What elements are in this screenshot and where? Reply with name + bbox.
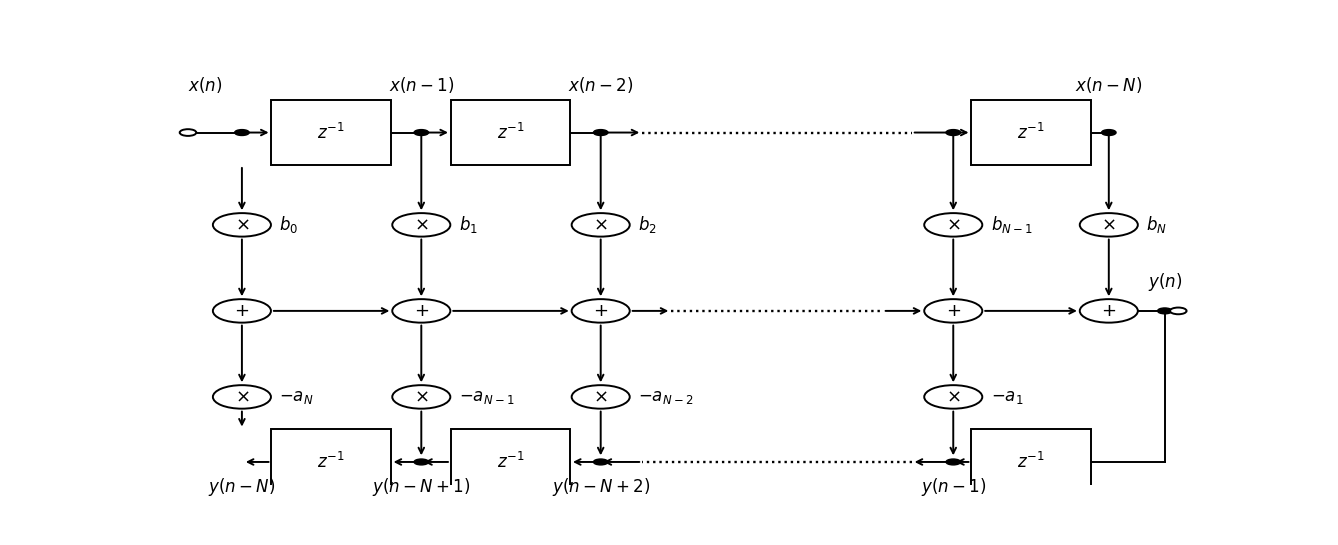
Text: $+$: $+$ [413, 302, 429, 320]
Text: $z^{-1}$: $z^{-1}$ [1017, 452, 1045, 472]
Text: $-a_1$: $-a_1$ [990, 388, 1024, 406]
Circle shape [1080, 299, 1137, 323]
Text: $z^{-1}$: $z^{-1}$ [317, 123, 345, 143]
Circle shape [179, 129, 197, 136]
Circle shape [392, 213, 451, 237]
Text: $\times$: $\times$ [946, 388, 961, 406]
Circle shape [946, 459, 961, 465]
Circle shape [213, 299, 270, 323]
Text: $\times$: $\times$ [946, 216, 961, 234]
Bar [451, 429, 570, 494]
Text: $b_1$: $b_1$ [459, 214, 478, 235]
Text: $b_2$: $b_2$ [638, 214, 657, 235]
Text: $+$: $+$ [1101, 302, 1116, 320]
Text: $\times$: $\times$ [234, 388, 249, 406]
Circle shape [413, 130, 428, 136]
Text: $x(n-1)$: $x(n-1)$ [388, 75, 454, 95]
Text: $b_{N-1}$: $b_{N-1}$ [990, 214, 1033, 235]
Bar [971, 100, 1090, 165]
Circle shape [594, 459, 607, 465]
Circle shape [213, 385, 270, 409]
Text: $\times$: $\times$ [413, 388, 428, 406]
Text: $+$: $+$ [234, 302, 249, 320]
Text: $-a_{N-2}$: $-a_{N-2}$ [638, 388, 693, 406]
Text: $z^{-1}$: $z^{-1}$ [1017, 123, 1045, 143]
Circle shape [594, 130, 607, 136]
Text: $\times$: $\times$ [234, 216, 249, 234]
Circle shape [213, 213, 270, 237]
Text: $x(n-N)$: $x(n-N)$ [1076, 75, 1143, 95]
Text: $y(n-1)$: $y(n-1)$ [921, 476, 986, 498]
Circle shape [925, 213, 982, 237]
Circle shape [571, 299, 630, 323]
Text: $\times$: $\times$ [593, 216, 607, 234]
Circle shape [571, 385, 630, 409]
Text: $+$: $+$ [593, 302, 609, 320]
Text: $x(n)$: $x(n)$ [187, 75, 222, 95]
Text: $b_0$: $b_0$ [280, 214, 298, 235]
Text: $b_N$: $b_N$ [1147, 214, 1167, 235]
Text: $z^{-1}$: $z^{-1}$ [317, 452, 345, 472]
Text: $x(n-2)$: $x(n-2)$ [569, 75, 633, 95]
Circle shape [1080, 213, 1137, 237]
Text: $y(n-N+1)$: $y(n-N+1)$ [372, 476, 471, 498]
Text: $+$: $+$ [946, 302, 961, 320]
Circle shape [1169, 307, 1187, 314]
Circle shape [1157, 308, 1172, 314]
Text: $\times$: $\times$ [1101, 216, 1116, 234]
Text: $\times$: $\times$ [413, 216, 428, 234]
Text: $-a_{N-1}$: $-a_{N-1}$ [459, 388, 514, 406]
Bar [272, 429, 391, 494]
Text: $z^{-1}$: $z^{-1}$ [496, 452, 524, 472]
Text: $y(n)$: $y(n)$ [1148, 270, 1181, 293]
Circle shape [234, 130, 249, 136]
Text: $y(n-N)$: $y(n-N)$ [209, 476, 276, 498]
Bar [971, 429, 1090, 494]
Text: $y(n-N+2)$: $y(n-N+2)$ [551, 476, 650, 498]
Bar [451, 100, 570, 165]
Circle shape [392, 385, 451, 409]
Text: $-a_N$: $-a_N$ [280, 388, 313, 406]
Circle shape [413, 459, 428, 465]
Circle shape [1101, 130, 1116, 136]
Circle shape [392, 299, 451, 323]
Circle shape [946, 130, 961, 136]
Circle shape [571, 213, 630, 237]
Circle shape [925, 299, 982, 323]
Bar [272, 100, 391, 165]
Text: $z^{-1}$: $z^{-1}$ [496, 123, 524, 143]
Circle shape [925, 385, 982, 409]
Text: $\times$: $\times$ [593, 388, 607, 406]
